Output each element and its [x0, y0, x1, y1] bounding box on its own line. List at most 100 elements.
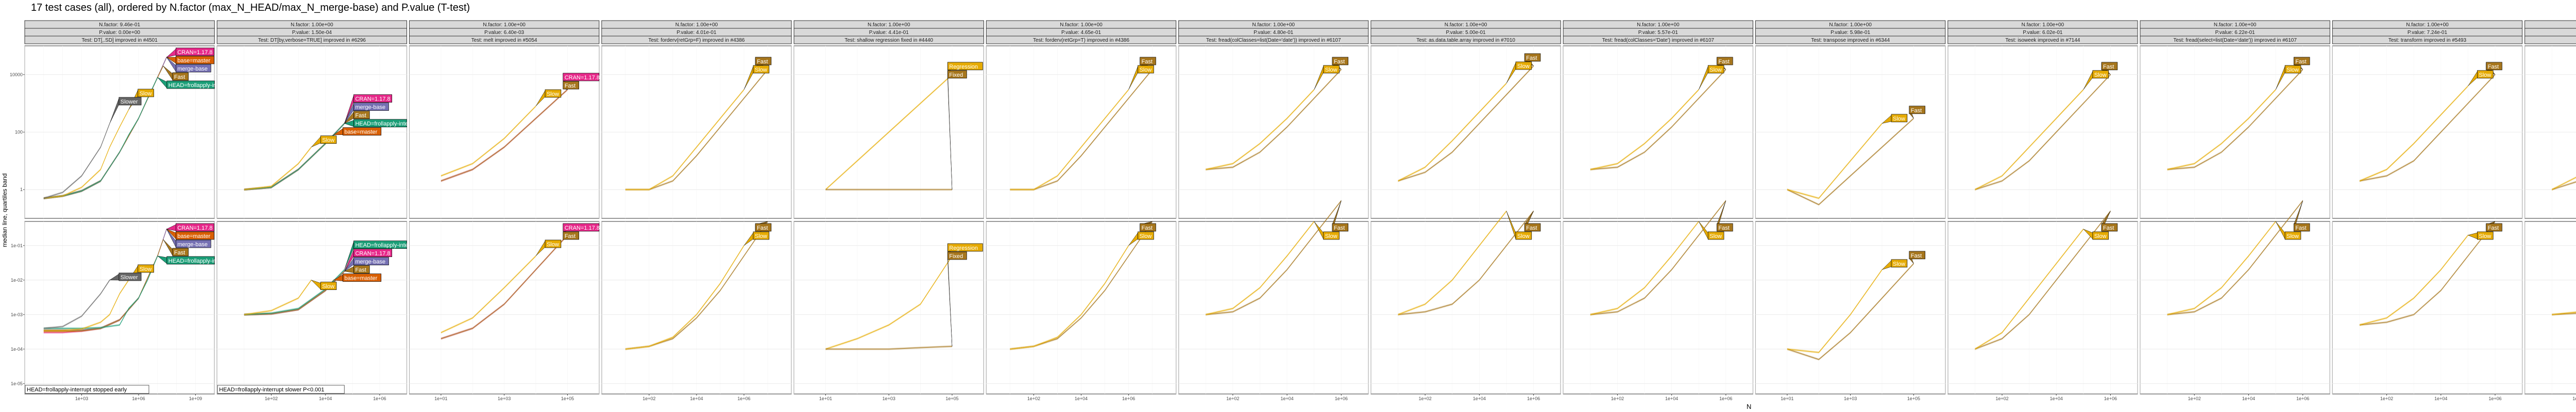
- direct-label: Slow: [2286, 233, 2299, 239]
- median-line: [1787, 118, 1914, 205]
- direct-label-box: [2486, 223, 2502, 232]
- direct-label-box: [753, 65, 770, 74]
- direct-label: merge-base: [177, 242, 208, 248]
- direct-label: Fixed: [949, 72, 963, 78]
- direct-label: Fast: [757, 59, 768, 65]
- direct-label-box: [353, 265, 370, 274]
- x-tick-label: 1e+01: [434, 396, 447, 401]
- quartile-band: [244, 146, 312, 191]
- strip-test: [601, 36, 792, 44]
- direct-label: Fast: [1719, 225, 1730, 231]
- direct-label-box: [2092, 231, 2109, 240]
- strip-test: [1563, 36, 1753, 44]
- direct-label-box: [1707, 65, 1724, 74]
- x-tick-label: 1e+04: [2050, 396, 2063, 401]
- direct-label-box: [1138, 231, 1154, 240]
- direct-label-box: [1524, 223, 1541, 232]
- strip-test: [2332, 36, 2523, 44]
- direct-label: Fast: [1334, 225, 1345, 231]
- direct-label-box: [2092, 70, 2109, 79]
- median-line: [1398, 211, 1534, 315]
- direct-label-box: [176, 64, 211, 73]
- direct-label: merge-base: [355, 259, 385, 265]
- direct-label-box: [545, 89, 562, 98]
- strip-test-label: Test: shallow regression fixed in #4440: [844, 38, 933, 43]
- direct-label-box: [2477, 231, 2494, 240]
- direct-label: Slow: [322, 138, 334, 144]
- y-tick-label: 1e-03: [11, 312, 23, 317]
- x-tick-label: 1e+02: [1027, 396, 1040, 401]
- direct-label: Fast: [174, 74, 185, 80]
- direct-label: Fast: [2488, 225, 2499, 231]
- direct-label-box: [172, 72, 189, 81]
- strip-p-value-label: P.value: 1.50e-04: [292, 30, 332, 36]
- strip-test: [2140, 36, 2330, 44]
- direct-label-box: [1891, 114, 1908, 123]
- strip-test-label: Test: isoweek improved in #7144: [2005, 38, 2080, 43]
- median-line: [825, 255, 953, 350]
- direct-label: base=master: [177, 233, 210, 239]
- direct-label-box: [1909, 251, 1925, 260]
- x-tick-label: 1e+02: [2572, 396, 2576, 401]
- direct-label-box: [320, 135, 337, 144]
- direct-label: Fast: [1334, 59, 1345, 65]
- strip-n-factor-label: N.factor: 1.00e+00: [2214, 22, 2257, 28]
- direct-label-box: [1323, 231, 1340, 240]
- direct-label-box: [2293, 57, 2310, 65]
- direct-label-box: [176, 47, 214, 56]
- strip-test-label: Test: DT[by,verbose=TRUE] improved in #6…: [258, 38, 366, 43]
- direct-label: Slow: [140, 91, 152, 97]
- strip-n-factor-label: N.factor: 1.00e+00: [2022, 22, 2064, 28]
- x-tick-label: 1e+01: [819, 396, 832, 401]
- y-tick-label: 10000: [10, 72, 23, 77]
- median-line: [43, 255, 158, 329]
- x-tick-label: 1e+06: [1122, 396, 1135, 401]
- direct-label: Slow: [1325, 233, 1337, 239]
- median-line: [625, 89, 744, 190]
- direct-label: CRAN=1.17.8: [565, 225, 600, 231]
- direct-label: Slower: [121, 99, 138, 105]
- strip-n-factor-label: N.factor: 9.46e-01: [99, 22, 140, 28]
- direct-label-box: [1717, 57, 1733, 65]
- panel-background: [2140, 221, 2330, 394]
- x-tick-label: 1e+03: [75, 396, 88, 401]
- direct-label-box: [166, 80, 215, 89]
- direct-label: Fast: [757, 225, 768, 231]
- direct-label: Fast: [1142, 59, 1153, 65]
- direct-label-box: [753, 231, 770, 240]
- direct-label: Fast: [2295, 225, 2306, 231]
- direct-label-box: [1515, 61, 1532, 70]
- direct-label-box: [1140, 223, 1156, 232]
- x-tick-label: 1e+06: [2104, 396, 2117, 401]
- panel-background: [1370, 221, 1561, 394]
- median-line: [1975, 229, 2084, 350]
- strip-test: [793, 36, 984, 44]
- panel-background: [2332, 221, 2523, 394]
- direct-label-box: [1717, 223, 1733, 232]
- panel-background: [1947, 221, 2138, 394]
- strip-n-factor-label: N.factor: 1.00e+00: [1252, 22, 1295, 28]
- direct-label: base=master: [177, 58, 210, 64]
- strip-test-label: Test: as.data.table.array improved in #7…: [1416, 38, 1515, 43]
- direct-label: Slow: [755, 67, 767, 73]
- x-tick-label: 1e+03: [1844, 396, 1857, 401]
- median-line: [2167, 221, 2276, 315]
- x-tick-label: 1e+04: [690, 396, 703, 401]
- strip-n-factor-label: N.factor: 1.00e+00: [1445, 22, 1487, 28]
- direct-label: Slow: [547, 91, 559, 97]
- strip-p-value-label: P.value: 0.00e+00: [99, 30, 140, 36]
- direct-label-box: [353, 257, 389, 266]
- median-line: [1010, 89, 1129, 190]
- median-line: [2359, 74, 2496, 181]
- strip-test-label: Test: fread(colClasses='Date') improved …: [1602, 38, 1715, 43]
- strip-n-factor: [2524, 20, 2576, 29]
- direct-label: merge-base: [355, 105, 385, 111]
- x-tick-label: 1e+04: [1075, 396, 1088, 401]
- x-tick-label: 1e+02: [2380, 396, 2393, 401]
- strip-n-factor-label: N.factor: 1.00e+00: [1829, 22, 1872, 28]
- median-line: [244, 147, 312, 190]
- direct-label: CRAN=1.17.8: [565, 75, 600, 81]
- strip-test: [216, 36, 408, 44]
- direct-label-box: [353, 94, 393, 103]
- direct-label: Fast: [2488, 64, 2499, 70]
